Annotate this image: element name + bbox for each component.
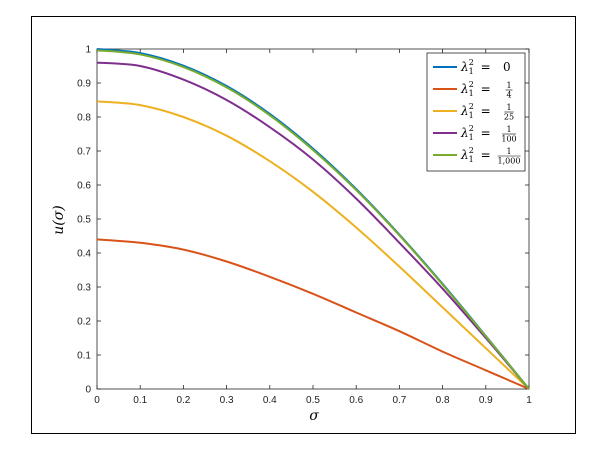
legend-label-2: λ12 = [460, 102, 491, 120]
legend-numerator-3: 1 [506, 125, 511, 134]
x-tick-label: 0.4 [263, 395, 277, 406]
series-line-1 [96, 238, 530, 390]
series-line-2 [96, 100, 530, 390]
y-tick-label: 0.9 [77, 79, 91, 90]
legend-label-0: λ12 = [460, 58, 491, 76]
x-tick-label: 0.1 [133, 395, 147, 406]
x-tick-label: 0 [94, 395, 100, 406]
x-tick-label: 0.6 [349, 395, 363, 406]
y-tick-label: 0.6 [77, 181, 91, 192]
y-axis-label: u(σ) [51, 205, 67, 235]
legend-denominator-4: 1,000 [498, 157, 521, 166]
legend-denominator-3: 100 [501, 135, 516, 144]
x-tick-label: 0.9 [479, 395, 493, 406]
figure-frame: 0 0.1 0.2 0.3 0.4 0.5 0.6 0.7 0.8 0.9 1 0 0.1 0.2 0.3 0… [31, 16, 576, 434]
x-tick-label: 0.8 [436, 395, 450, 406]
legend-label-3: λ12 = [460, 124, 491, 142]
x-tick-label: 1 [526, 395, 532, 406]
x-tick-label: 0.3 [220, 395, 234, 406]
legend-label-1: λ12 = [460, 80, 491, 98]
x-tick-label: 0.5 [306, 395, 320, 406]
legend-denominator-1: 4 [506, 91, 511, 100]
y-tick-label: 0.2 [77, 317, 91, 328]
x-tick-label: 0.2 [176, 395, 190, 406]
legend-value-0: 0 [503, 60, 511, 74]
series-layer [96, 48, 530, 390]
series-line-3 [96, 61, 530, 390]
y-tick-label: 1 [85, 45, 91, 56]
x-axis-label: σ [309, 408, 319, 424]
y-tick-label: 0.8 [77, 113, 91, 124]
y-tick-label: 0.1 [77, 351, 91, 362]
legend-numerator-4: 1 [506, 147, 511, 156]
y-tick-label: 0.3 [77, 283, 91, 294]
line-chart: 0 0.1 0.2 0.3 0.4 0.5 0.6 0.7 0.8 0.9 1 0 0.1 0.2 0.3 0… [51, 45, 532, 425]
x-tick-label: 0.7 [392, 395, 406, 406]
legend-denominator-2: 25 [504, 113, 514, 122]
legend-numerator-2: 1 [506, 103, 511, 112]
legend-label-4: λ12 = [460, 146, 491, 164]
y-tick-label: 0.4 [77, 249, 91, 260]
y-tick-label: 0 [85, 385, 91, 396]
series-line-4 [96, 49, 530, 390]
y-tick-label: 0.7 [77, 147, 91, 158]
legend-numerator-1: 1 [506, 81, 511, 90]
y-tick-label: 0.5 [77, 215, 91, 226]
